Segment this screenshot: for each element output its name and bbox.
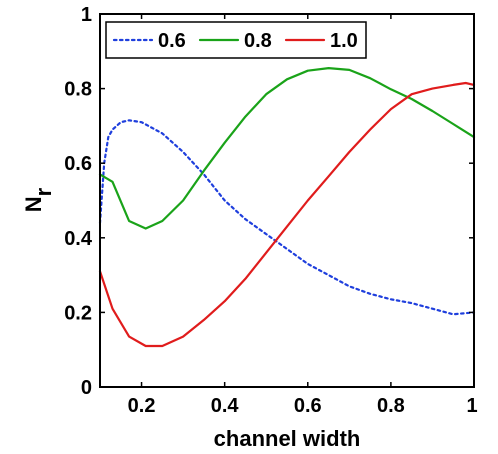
y-tick-label: 0.4 bbox=[64, 228, 93, 250]
legend-label-0: 0.6 bbox=[158, 30, 186, 52]
plot-frame bbox=[99, 13, 475, 388]
x-tick-label: 0.4 bbox=[211, 395, 240, 417]
x-tick-label: 0.6 bbox=[294, 395, 322, 417]
y-axis-label-sub: r bbox=[31, 187, 56, 196]
y-axis-label: Nr bbox=[21, 187, 56, 212]
series-line-2 bbox=[98, 81, 476, 348]
tick-layer: 0.2 0.4 0.6 0.8 1 0 0.2 0.4 0.6 0.8 1 bbox=[64, 4, 477, 417]
series-line-0 bbox=[98, 119, 476, 316]
y-tick-label: 1 bbox=[81, 4, 92, 26]
y-tick-label: 0.8 bbox=[64, 79, 92, 101]
series-layer bbox=[98, 66, 476, 348]
x-tick-label: 0.8 bbox=[377, 395, 405, 417]
legend: 0.6 0.8 1.0 bbox=[105, 21, 367, 59]
x-axis-label: channel width bbox=[214, 426, 361, 451]
y-tick-label: 0.6 bbox=[64, 153, 92, 175]
svg-text:Nr: Nr bbox=[21, 187, 56, 212]
legend-label-1: 0.8 bbox=[244, 30, 272, 52]
y-tick-label: 0 bbox=[81, 377, 92, 399]
x-tick-label: 0.2 bbox=[128, 395, 156, 417]
y-axis-label-main: N bbox=[21, 196, 46, 212]
legend-label-2: 1.0 bbox=[330, 30, 358, 52]
x-tick-label: 1 bbox=[466, 395, 477, 417]
plot-area bbox=[100, 14, 474, 387]
y-tick-label: 0.2 bbox=[64, 302, 92, 324]
